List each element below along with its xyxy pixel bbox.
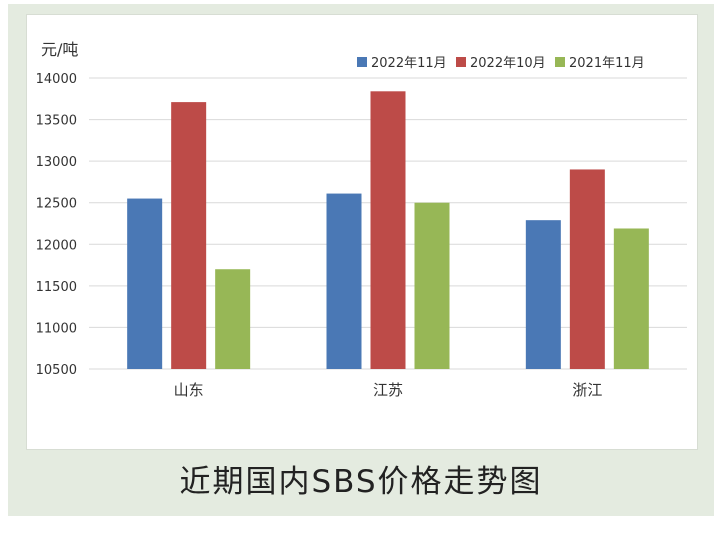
chart-caption: 近期国内SBS价格走势图 [179, 464, 543, 500]
legend-swatch [357, 57, 367, 67]
y-tick-label: 13000 [36, 155, 77, 170]
y-tick-label: 13500 [36, 114, 77, 129]
bar-chart: 10500 11000 11500 12000 12500 13000 13500 14000… [36, 40, 687, 399]
bar [370, 91, 406, 369]
y-tick-label: 11500 [36, 280, 77, 295]
y-tick-label: 10500 [36, 363, 77, 378]
x-category-label: 山东 [174, 381, 204, 399]
y-tick-label: 12000 [36, 238, 77, 253]
y-axis-unit-label: 元/吨 [41, 40, 78, 59]
chart-panel: 10500 11000 11500 12000 12500 13000 13500 14000… [26, 14, 698, 450]
y-tick-label: 12500 [36, 197, 77, 212]
y-tick-label: 14000 [36, 72, 77, 87]
legend-label: 2021年11月 [569, 56, 645, 71]
legend-swatch [555, 57, 565, 67]
bar [326, 193, 362, 369]
x-category-label: 江苏 [373, 381, 403, 399]
y-tick-label: 11000 [36, 321, 77, 336]
bar [414, 202, 450, 369]
bar [215, 269, 251, 369]
legend-label: 2022年10月 [470, 56, 546, 71]
bar [613, 228, 649, 369]
figure-frame: 10500 11000 11500 12000 12500 13000 13500 14000… [8, 4, 714, 516]
y-tick-labels: 10500 11000 11500 12000 12500 13000 13500 14000 [36, 72, 77, 378]
bar [171, 102, 207, 370]
bar [569, 169, 605, 369]
legend: 2022年11月 2022年10月 2021年11月 [357, 56, 645, 71]
bar [525, 220, 561, 369]
legend-label: 2022年11月 [371, 56, 447, 71]
x-category-label: 浙江 [572, 381, 602, 399]
x-category-labels: 山东 江苏 浙江 [174, 381, 603, 399]
bar [127, 198, 163, 369]
legend-swatch [456, 57, 466, 67]
bars-group [127, 91, 649, 370]
